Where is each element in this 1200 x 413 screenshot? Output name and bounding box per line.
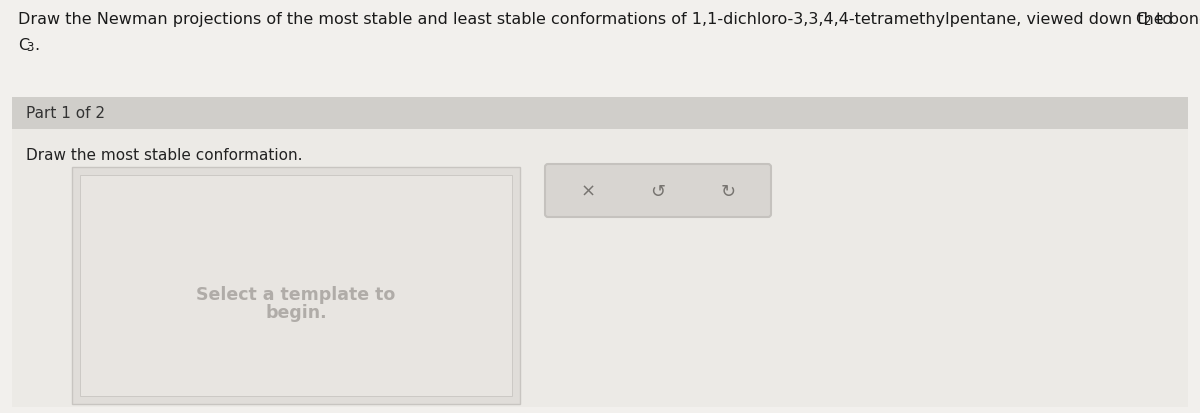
Text: Draw the most stable conformation.: Draw the most stable conformation.: [26, 147, 302, 163]
Text: Part 1 of 2: Part 1 of 2: [26, 106, 106, 121]
Text: ×: ×: [580, 182, 595, 200]
Text: ↺: ↺: [650, 182, 666, 200]
Text: to: to: [1151, 12, 1172, 27]
Text: Draw the Newman projections of the most stable and least stable conformations of: Draw the Newman projections of the most …: [18, 12, 1200, 27]
Bar: [80, 176, 512, 396]
Text: .: .: [34, 38, 40, 53]
Bar: [12, 98, 1188, 130]
Text: 3: 3: [26, 41, 34, 54]
Text: ↻: ↻: [721, 182, 736, 200]
Text: C: C: [1135, 12, 1146, 27]
Text: begin.: begin.: [265, 303, 326, 321]
Bar: [12, 130, 1188, 407]
FancyBboxPatch shape: [545, 165, 772, 218]
Text: C: C: [18, 38, 29, 53]
Bar: [72, 168, 520, 404]
Text: 2: 2: [1142, 15, 1151, 28]
Text: Select a template to: Select a template to: [197, 285, 396, 303]
